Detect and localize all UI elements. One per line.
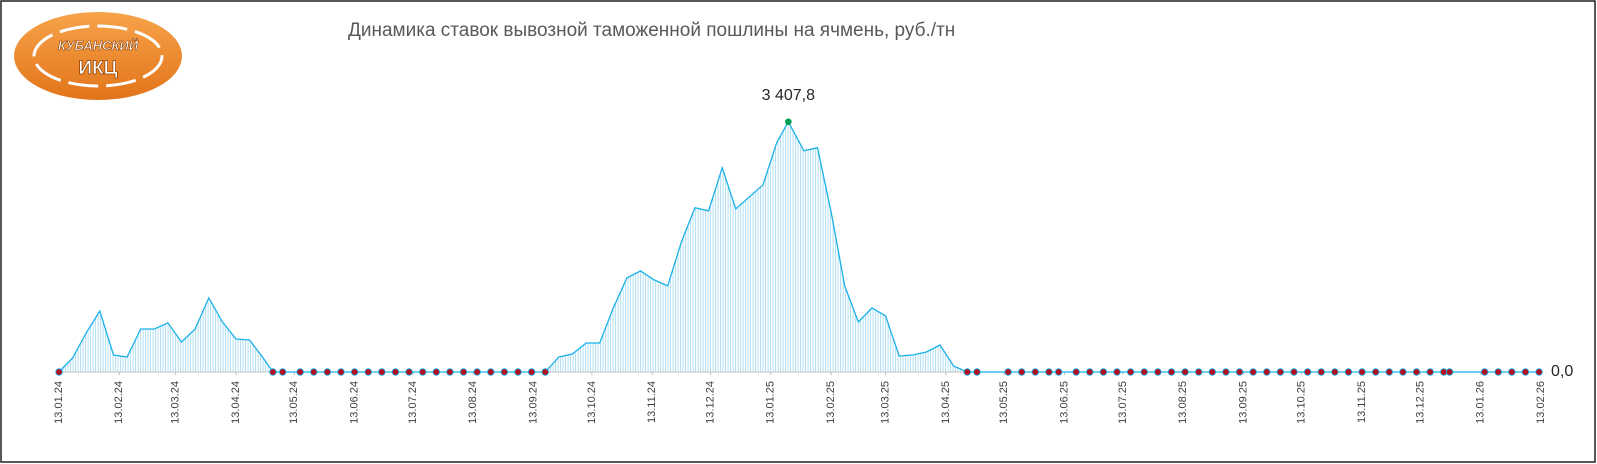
zero-marker (963, 368, 971, 376)
x-tick-label: 13.05.24 (288, 381, 300, 424)
zero-marker (1126, 368, 1135, 376)
logo-ring (32, 24, 164, 88)
zero-marker (1263, 368, 1271, 376)
zero-marker (1208, 368, 1217, 376)
logo: КУБАНСКИЙ ИКЦ (14, 12, 182, 100)
x-tick-label: 13.02.26 (1535, 381, 1547, 424)
x-tick-label: 13.07.25 (1117, 381, 1129, 424)
x-tick-label: 13.08.25 (1177, 381, 1189, 424)
zero-marker (1235, 368, 1244, 376)
zero-marker (1331, 368, 1339, 376)
zero-marker (1399, 368, 1407, 376)
zero-marker (473, 368, 481, 376)
zero-marker (1494, 368, 1502, 376)
zero-marker (1426, 368, 1434, 376)
zero-marker (418, 368, 427, 376)
zero-marker (1445, 368, 1454, 376)
zero-marker (269, 368, 277, 376)
zero-marker (1508, 368, 1516, 376)
zero-marker (514, 368, 522, 376)
zero-marker (1371, 368, 1380, 376)
zero-marker (1004, 368, 1012, 376)
zero-marker (973, 368, 981, 376)
value-label: 3 407,8 (762, 87, 815, 104)
zero-marker (1045, 368, 1053, 376)
zero-marker (500, 368, 509, 376)
zero-marker (55, 368, 63, 376)
zero-marker (1181, 368, 1189, 376)
zero-marker (459, 368, 468, 376)
zero-marker (405, 368, 413, 376)
zero-marker (350, 368, 359, 376)
zero-marker (1054, 368, 1063, 376)
logo-text: ИКЦ (78, 58, 117, 79)
zero-marker (1167, 368, 1176, 376)
x-tick-label: 13.01.26 (1475, 381, 1487, 424)
x-tick-label: 13.01.25 (765, 381, 777, 424)
x-tick-label: 13.04.24 (230, 381, 242, 424)
zero-marker (432, 368, 441, 376)
zero-marker (278, 368, 287, 376)
zero-marker (1140, 368, 1148, 376)
x-tick-label: 13.10.25 (1296, 381, 1308, 424)
zero-marker (1276, 368, 1285, 376)
area (59, 121, 1540, 372)
zero-marker (310, 368, 318, 376)
zero-marker (1072, 368, 1080, 376)
zero-marker (1344, 368, 1353, 376)
x-tick-label: 13.12.24 (704, 381, 716, 424)
zero-marker (1385, 368, 1393, 376)
peak-marker (785, 118, 792, 126)
zero-marker (446, 368, 454, 376)
zero-marker (391, 368, 400, 376)
x-tick-label: 13.09.24 (527, 381, 539, 424)
logo-text: КУБАНСКИЙ (58, 37, 139, 53)
zero-marker (1290, 368, 1298, 376)
zero-marker (541, 368, 549, 376)
x-tick-label: 13.09.25 (1237, 381, 1249, 424)
chart-title: Динамика ставок вывозной таможенной пошл… (348, 20, 955, 41)
zero-marker (337, 368, 345, 376)
x-tick-label: 13.02.24 (113, 381, 125, 424)
x-tick-label: 13.08.24 (467, 381, 479, 424)
zero-marker (1521, 368, 1530, 376)
x-tick-label: 13.11.25 (1356, 381, 1368, 423)
x-tick-label: 13.01.24 (53, 381, 65, 424)
x-tick-label: 13.03.25 (879, 381, 891, 424)
zero-marker (1317, 368, 1325, 376)
zero-marker (1154, 368, 1162, 376)
zero-marker (1031, 368, 1040, 376)
zero-marker (296, 368, 304, 376)
zero-marker (1195, 368, 1203, 376)
x-tick-label: 13.11.24 (646, 381, 658, 423)
zero-marker (1249, 368, 1257, 376)
zero-marker (1113, 368, 1121, 376)
x-tick-label: 13.04.25 (940, 381, 952, 424)
x-tick-label: 13.12.25 (1414, 381, 1426, 424)
x-tick-label: 13.06.24 (349, 381, 361, 424)
x-tick-label: 13.02.25 (825, 381, 837, 424)
zero-marker (1412, 368, 1421, 376)
zero-marker (527, 368, 536, 376)
zero-marker (323, 368, 332, 376)
zero-marker (1099, 368, 1108, 376)
zero-marker (1222, 368, 1230, 376)
zero-marker (1303, 368, 1312, 376)
x-tick-label: 13.03.24 (170, 381, 182, 424)
x-tick-label: 13.10.24 (586, 381, 598, 424)
zero-marker (1480, 368, 1489, 376)
zero-marker (1535, 368, 1543, 376)
zero-marker (1018, 368, 1026, 376)
zero-marker (487, 368, 495, 376)
zero-marker (378, 368, 386, 376)
x-tick-label: 13.06.25 (1058, 381, 1070, 424)
zero-marker (1086, 368, 1094, 376)
x-tick-label: 13.05.25 (998, 381, 1010, 424)
zero-marker (1358, 368, 1366, 376)
x-tick-label: 13.07.24 (407, 381, 419, 424)
value-label: 0,0 (1551, 363, 1573, 380)
zero-marker (364, 368, 372, 376)
